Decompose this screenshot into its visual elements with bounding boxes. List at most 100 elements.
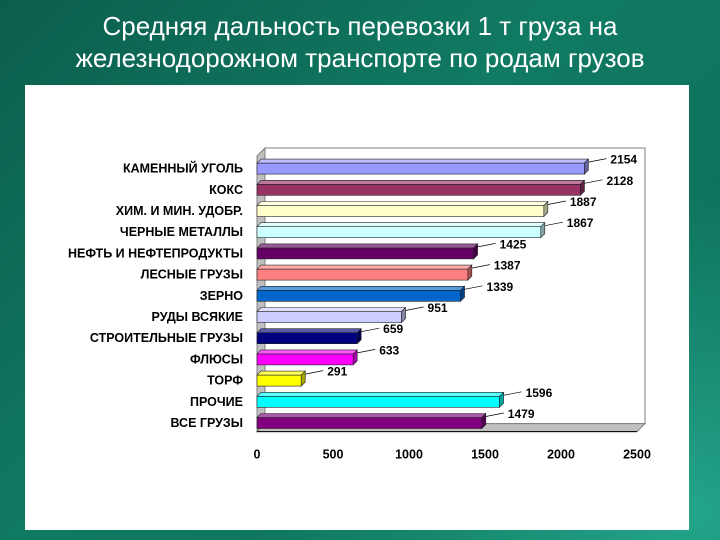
bar-side (481, 412, 487, 430)
bar-top (256, 391, 505, 397)
bar (256, 349, 358, 366)
slide-title-line-1: Средняя дальность перевозки 1 т груза на (102, 11, 618, 41)
bar-front (256, 184, 581, 196)
bar (256, 306, 407, 324)
data-label-leader (584, 179, 603, 184)
bar-side (580, 179, 585, 197)
bar (256, 391, 505, 409)
bar-side (300, 370, 306, 387)
bar-top (256, 243, 479, 249)
bar (256, 179, 586, 197)
bar (256, 264, 473, 281)
data-label-leader (544, 221, 563, 227)
x-tick-label: 2500 (623, 448, 651, 462)
bar-top (256, 264, 473, 270)
category-labels: КАМЕННЫЙ УГОЛЬ КОКС ХИМ. И МИН. УДОБР. ЧЕРН… (68, 161, 243, 430)
bar-front (256, 247, 474, 260)
data-labels: 2154 2128 1887 1867 1425 1387 1339 951 659 633 291… (305, 153, 637, 421)
bar-top (256, 180, 586, 185)
category-label: ЛЕСНЫЕ ГРУЗЫ (141, 268, 243, 282)
bar-front (256, 395, 500, 408)
x-tick-label: 1000 (395, 448, 423, 462)
data-label: 2154 (610, 153, 637, 167)
bar-side (467, 264, 473, 281)
data-label-leader (464, 285, 483, 290)
category-label: ЧЕРНЫЕ МЕТАЛЛЫ (120, 225, 243, 239)
category-label: ТОРФ (207, 374, 243, 388)
bar-side (356, 327, 362, 345)
bar-top (256, 201, 549, 206)
bar-side (499, 391, 504, 409)
category-label: СТРОИТЕЛЬНЫЕ ГРУЗЫ (90, 331, 243, 345)
bar-chart: КАМЕННЫЙ УГОЛЬ КОКС ХИМ. И МИН. УДОБР. ЧЕРН… (68, 146, 651, 462)
data-label-leader (485, 412, 504, 417)
data-label-leader (471, 264, 490, 269)
bar-side (460, 285, 465, 303)
bar-front (256, 226, 542, 238)
bar-front (256, 374, 302, 387)
data-label: 1867 (567, 216, 594, 230)
x-tick-label: 1500 (471, 448, 499, 462)
category-label: КОКС (209, 183, 243, 197)
bar-side (540, 221, 546, 239)
bar-top (256, 349, 358, 355)
bar-side (584, 158, 589, 175)
bar (256, 412, 487, 430)
bar (256, 221, 546, 239)
x-tick-label: 500 (323, 448, 344, 462)
x-tick-label: 0 (254, 448, 261, 462)
bar-front (256, 205, 545, 217)
page-number: 20 (663, 510, 677, 524)
data-label-leader (361, 327, 380, 333)
data-label-leader (357, 349, 376, 354)
category-label: ЗЕРНО (200, 289, 244, 303)
bar-side (473, 243, 478, 260)
data-label-leader (547, 200, 566, 205)
bar-top (256, 158, 590, 164)
bar-side (401, 306, 406, 324)
bar-side (543, 200, 549, 218)
bar-top (256, 328, 362, 333)
bar-top (256, 222, 546, 227)
data-label: 1339 (487, 280, 514, 294)
bar-top (256, 286, 466, 291)
category-label: НЕФТЬ И НЕФТЕПРОДУКТЫ (68, 246, 243, 260)
category-label: РУДЫ ВСЯКИЕ (152, 310, 243, 324)
bar-front (256, 353, 354, 366)
data-label-leader (405, 306, 424, 311)
bar (256, 327, 362, 345)
bar (256, 243, 479, 260)
category-label: ПРОЧИЕ (190, 395, 243, 409)
bar (256, 370, 306, 387)
bar (256, 285, 466, 303)
x-tick-label: 2000 (547, 448, 575, 462)
bar-front (256, 417, 483, 429)
chart-bars (256, 158, 590, 430)
category-label: ХИМ. И МИН. УДОБР. (116, 204, 243, 218)
data-label: 659 (383, 322, 403, 336)
x-tick-labels: 0 500 1000 1500 2000 2500 (254, 448, 651, 462)
bar-front (256, 311, 402, 323)
category-label: ВСЕ ГРУЗЫ (171, 416, 244, 430)
data-label: 1387 (494, 259, 521, 273)
bar (256, 200, 549, 218)
slide-title-line-2: железнодорожном транспорте по родам груз… (75, 43, 645, 73)
data-label: 1596 (526, 386, 553, 400)
bar-front (256, 290, 461, 302)
data-label: 1479 (508, 407, 535, 421)
slide-footer: Место железнодорожного транспорта в тран… (265, 482, 459, 508)
bar-front (256, 332, 358, 344)
bar-front (256, 162, 585, 175)
bar-top (256, 413, 487, 418)
data-label: 633 (379, 343, 399, 357)
data-label: 2128 (606, 174, 633, 188)
data-label: 1425 (500, 237, 527, 251)
bar-top (256, 307, 407, 312)
bar-top (256, 370, 306, 376)
data-label-leader (477, 243, 496, 248)
chart-panel: КАМЕННЫЙ УГОЛЬ КОКС ХИМ. И МИН. УДОБР. ЧЕРН… (25, 85, 689, 530)
slide-title: Средняя дальность перевозки 1 т груза на… (0, 10, 720, 74)
data-label-leader (503, 391, 522, 396)
data-label: 1887 (570, 195, 597, 209)
bar (256, 158, 590, 175)
